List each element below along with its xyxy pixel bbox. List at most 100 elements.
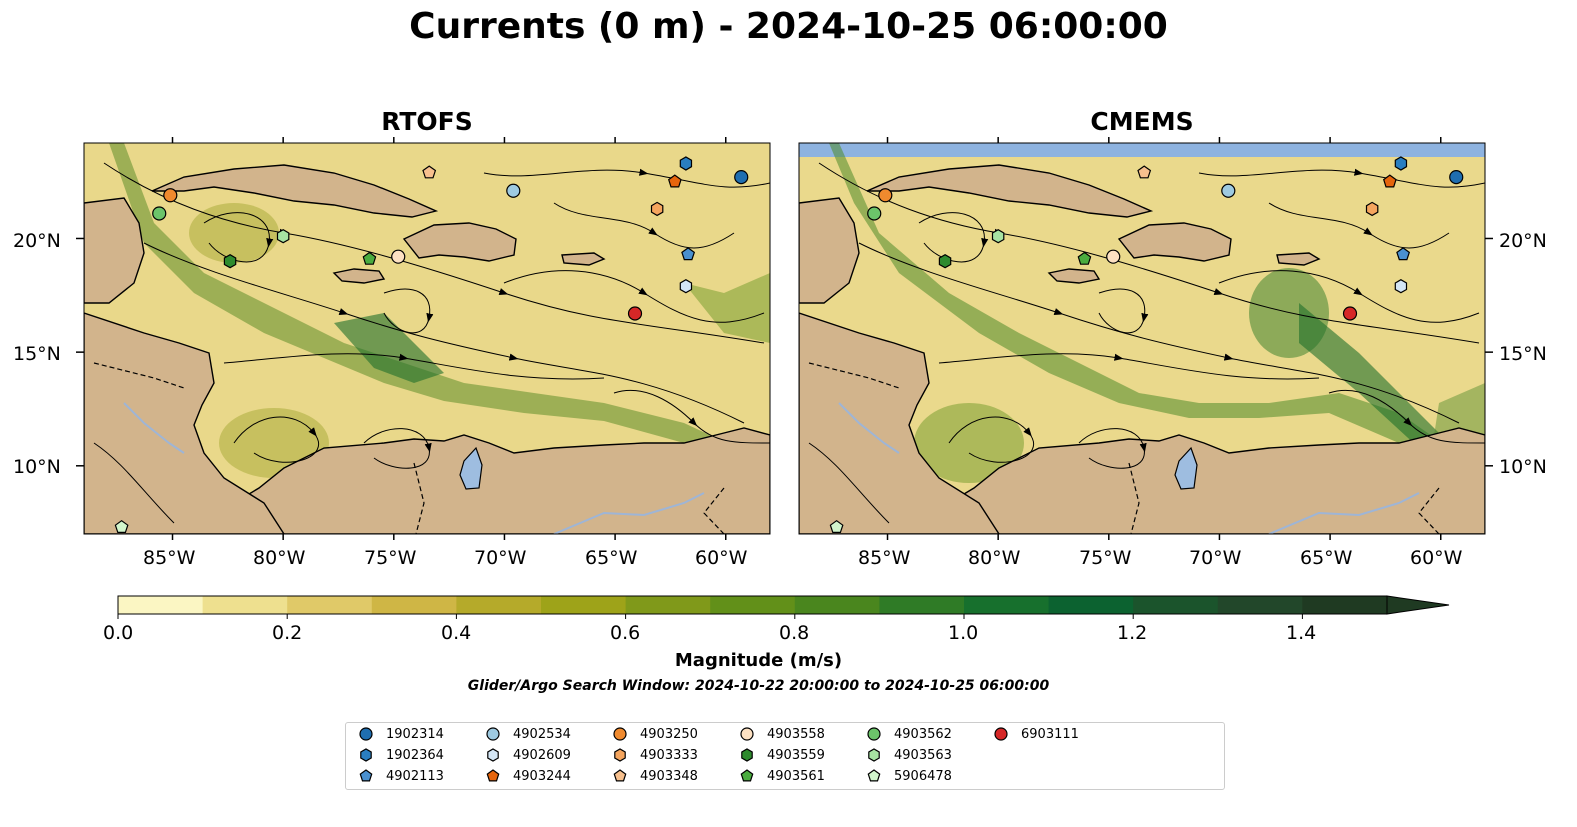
float-marker-4902609 — [679, 279, 693, 294]
search-window-text: Glider/Argo Search Window: 2024-10-22 20… — [467, 678, 1050, 694]
colorbar-label: Magnitude (m/s) — [674, 650, 843, 671]
float-marker-4903558 — [391, 249, 406, 264]
colorbar-tick-labels: 0.0 0.2 0.4 0.6 0.8 1.0 1.2 1.4 — [0, 622, 1577, 646]
float-legend: 1902314 1902364 4902113 4902534 4902609 49032… — [345, 722, 1225, 790]
legend-marker-icon — [994, 727, 1008, 741]
lat-label-15n-right: 15°N — [1499, 343, 1547, 365]
cbar-tick-3: 0.6 — [610, 622, 641, 644]
cmems-frame — [798, 142, 1486, 535]
legend-marker-icon — [867, 727, 881, 741]
legend-label: 5906478 — [894, 768, 952, 784]
float-marker-4903559 — [938, 254, 952, 269]
float-marker-4903250 — [878, 188, 893, 203]
cbar-tick-4: 0.8 — [779, 622, 810, 644]
float-marker-6903111 — [627, 306, 643, 321]
legend-item: 4903558 — [739, 726, 825, 742]
float-marker-5906478 — [829, 519, 844, 534]
colorbar-segment — [710, 596, 796, 614]
legend-label: 4903561 — [767, 768, 825, 784]
colorbar-segment — [456, 596, 542, 614]
legend-item: 4902113 — [358, 768, 444, 784]
legend-marker-icon — [360, 748, 372, 762]
cbar-tick-0: 0.0 — [103, 622, 134, 644]
legend-label: 4902609 — [513, 747, 571, 763]
colorbar-segment — [1133, 596, 1219, 614]
lon-label-65w: 65°W — [585, 547, 638, 569]
float-marker-4903563 — [276, 229, 290, 244]
float-marker-4903348 — [422, 165, 437, 179]
legend-item: 4902534 — [485, 726, 571, 742]
colorbar-segment — [794, 596, 880, 614]
legend-marker-icon — [359, 769, 373, 782]
lat-label-20n: 20°N — [13, 230, 61, 252]
legend-marker-icon — [740, 769, 754, 782]
colorbar-segment — [287, 596, 373, 614]
legend-marker-icon — [486, 727, 500, 741]
legend-label: 4903563 — [894, 747, 952, 763]
legend-item: 1902314 — [358, 726, 444, 742]
float-marker-1902364 — [1394, 156, 1408, 171]
legend-label: 4903562 — [894, 726, 952, 742]
float-marker-1902314 — [1449, 169, 1464, 185]
legend-item: 5906478 — [866, 768, 952, 784]
legend-label: 4903244 — [513, 768, 571, 784]
lon-label-80w-cmems: 80°W — [968, 547, 1021, 569]
lon-label-75w-cmems: 75°W — [1079, 547, 1132, 569]
legend-item: 4902609 — [485, 747, 571, 763]
legend-marker-icon — [486, 769, 500, 782]
lat-label-20n-right: 20°N — [1499, 230, 1547, 252]
float-marker-4902534 — [506, 183, 521, 198]
cbar-tick-2: 0.4 — [441, 622, 472, 644]
lon-label-60w-cmems: 60°W — [1410, 547, 1463, 569]
colorbar-extend-arrow — [1386, 595, 1450, 615]
float-marker-4903348 — [1137, 165, 1152, 179]
legend-label: 4902113 — [386, 768, 444, 784]
lon-label-70w-cmems: 70°W — [1189, 547, 1242, 569]
legend-label: 4903558 — [767, 726, 825, 742]
lon-label-60w: 60°W — [695, 547, 748, 569]
legend-label: 6903111 — [1021, 726, 1079, 742]
legend-label: 4903333 — [640, 747, 698, 763]
float-marker-1902364 — [679, 156, 693, 171]
legend-label: 4903348 — [640, 768, 698, 784]
float-marker-4902534 — [1221, 183, 1236, 198]
float-marker-5906478 — [114, 519, 129, 534]
float-marker-4902113 — [1396, 247, 1411, 261]
colorbar-segment — [879, 596, 965, 614]
legend-item: 1902364 — [358, 747, 444, 763]
panel-title-rtofs: RTOFS — [381, 107, 473, 136]
map-area — [76, 137, 1493, 540]
float-marker-4903244 — [667, 174, 682, 188]
colorbar-outline — [117, 595, 1388, 615]
float-marker-4902609 — [1394, 279, 1408, 294]
float-marker-4903558 — [1106, 249, 1121, 264]
colorbar-segment — [1302, 596, 1388, 614]
lon-label-70w: 70°W — [474, 547, 527, 569]
lon-label-75w: 75°W — [364, 547, 417, 569]
legend-label: 1902364 — [386, 747, 444, 763]
float-marker-4903250 — [163, 188, 178, 203]
rtofs-map — [84, 143, 770, 534]
colorbar-segment — [118, 596, 204, 614]
colorbar-segment — [1048, 596, 1134, 614]
float-marker-4902113 — [681, 247, 696, 261]
legend-item: 4903333 — [612, 747, 698, 763]
float-marker-4903561 — [1077, 251, 1092, 265]
legend-label: 4903559 — [767, 747, 825, 763]
legend-item: 4903561 — [739, 768, 825, 784]
legend-label: 4902534 — [513, 726, 571, 742]
cbar-tick-7: 1.4 — [1286, 622, 1317, 644]
cbar-tick-1: 0.2 — [272, 622, 303, 644]
float-marker-4903561 — [362, 251, 377, 265]
float-marker-6903111 — [1342, 306, 1358, 321]
cbar-tick-6: 1.2 — [1117, 622, 1148, 644]
colorbar-segment — [1217, 596, 1303, 614]
colorbar-segment — [625, 596, 711, 614]
legend-marker-icon — [359, 727, 373, 741]
colorbar-segment — [541, 596, 627, 614]
legend-item: 4903563 — [866, 747, 952, 763]
legend-marker-icon — [868, 748, 880, 762]
float-marker-4903244 — [1382, 174, 1397, 188]
legend-marker-icon — [613, 769, 627, 782]
legend-label: 1902314 — [386, 726, 444, 742]
